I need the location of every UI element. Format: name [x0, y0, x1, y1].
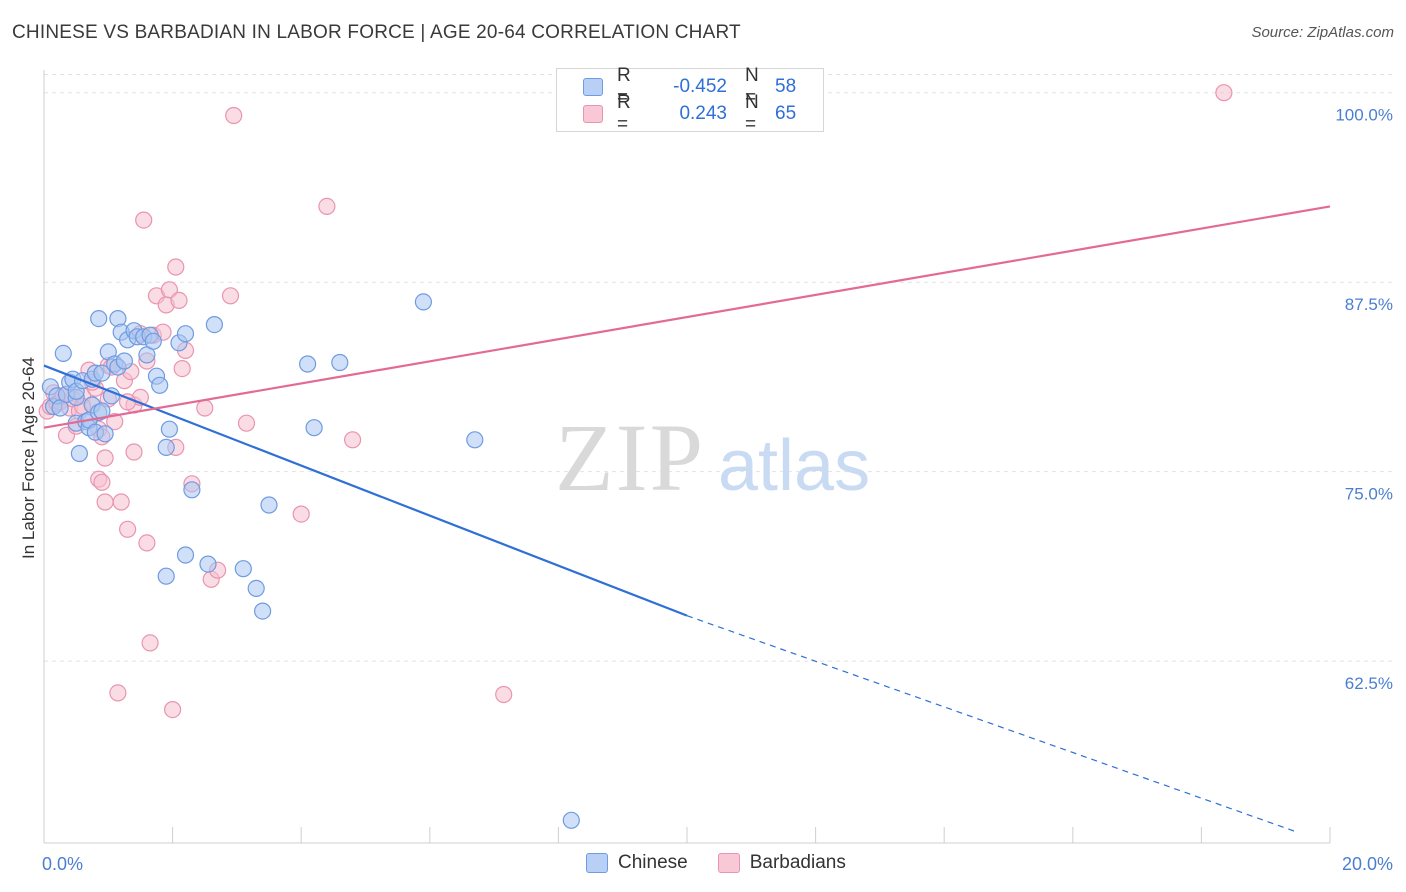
tick-labels: 62.5% 75.0% 87.5% 100.0% 0.0% 20.0%	[42, 106, 1393, 874]
chinese-point	[299, 355, 317, 373]
chinese-point	[144, 332, 162, 350]
series-legend: Chinese Barbadians	[586, 852, 876, 874]
barbadians-point	[125, 443, 143, 461]
trend-lines	[43, 205, 1331, 833]
chinese-point	[331, 353, 349, 372]
barbadians-point	[135, 211, 153, 229]
barbadians-point	[170, 291, 188, 309]
chinese-point	[157, 567, 175, 585]
barbadians-point	[495, 685, 513, 704]
chinese-trend-extension	[686, 615, 1299, 833]
chinese-point	[254, 602, 272, 620]
chinese-point	[234, 560, 252, 578]
chinese-point	[205, 316, 223, 334]
y-tick-label: 100.0%	[1335, 106, 1393, 125]
watermark: ZIP atlas	[555, 404, 870, 511]
chinese-point	[93, 402, 111, 420]
barbadians-point	[93, 473, 111, 491]
n-label: N =	[745, 92, 759, 135]
chinese-legend-icon	[586, 853, 608, 873]
r-value-barbadians: 0.243	[679, 103, 727, 124]
barbadians-points	[38, 84, 1233, 719]
watermark-zip: ZIP	[555, 404, 705, 511]
barbadians-point	[141, 634, 159, 652]
y-tick-label: 87.5%	[1345, 295, 1393, 314]
chart-title: CHINESE VS BARBADIAN IN LABOR FORCE | AG…	[12, 22, 741, 43]
barbadians-point	[292, 505, 310, 523]
barbadians-point	[164, 700, 182, 719]
chinese-point	[54, 344, 72, 362]
legend-item-chinese[interactable]: Chinese	[586, 852, 688, 874]
n-value-barbadians: 65	[775, 103, 797, 124]
chinese-point	[247, 579, 265, 598]
barbadians-point	[106, 413, 124, 431]
barbadians-legend-icon	[717, 853, 740, 873]
chinese-point	[305, 419, 323, 437]
barbadians-point	[138, 534, 156, 552]
legend-label-barbadians: Barbadians	[749, 852, 846, 873]
watermark-atlas: atlas	[718, 426, 870, 506]
chinese-point	[176, 546, 195, 564]
r-label: R =	[617, 65, 631, 108]
chinese-point	[151, 376, 169, 394]
legend-label-chinese: Chinese	[618, 852, 688, 873]
barbadians-trend-line	[43, 205, 1331, 429]
chinese-point	[176, 325, 195, 343]
source-label: Source: ZipAtlas.com	[1251, 24, 1394, 41]
barbadians-point	[96, 493, 114, 511]
barbadians-point	[112, 493, 130, 511]
barbadians-point	[196, 399, 214, 417]
barbadians-point	[118, 520, 137, 538]
barbadians-point	[221, 287, 240, 305]
axes	[43, 70, 1331, 844]
barbadians-point	[167, 258, 185, 276]
x-tick-label: 20.0%	[1342, 854, 1393, 874]
correlation-legend: R = -0.452 N = 58 R = 0.243 N = 65	[556, 65, 824, 135]
chinese-point	[160, 420, 178, 438]
barbadians-point	[160, 281, 178, 299]
barbadians-point	[318, 197, 336, 215]
chinese-point	[562, 811, 580, 829]
y-tick-label: 62.5%	[1345, 674, 1393, 693]
y-tick-label: 75.0%	[1345, 485, 1393, 504]
chinese-trend-line	[43, 364, 688, 617]
chinese-swatch-icon	[583, 78, 603, 96]
chinese-point	[466, 431, 484, 449]
legend-item-barbadians[interactable]: Barbadians	[717, 852, 846, 874]
legend-row-chinese: R = -0.452 N = 58	[583, 65, 797, 108]
chinese-point	[93, 364, 111, 382]
r-value-chinese: -0.452	[673, 76, 727, 97]
x-tick-label: 0.0%	[42, 854, 83, 874]
chinese-point	[115, 352, 134, 370]
barbadians-point	[173, 360, 191, 378]
legend-row-barbadians: R = 0.243 N = 65	[583, 92, 797, 135]
chinese-point	[414, 293, 432, 311]
r-label: R =	[617, 92, 631, 135]
chinese-point	[183, 481, 201, 499]
chinese-point	[157, 438, 175, 456]
y-axis-label: In Labor Force | Age 20-64	[19, 357, 38, 559]
n-value-chinese: 58	[775, 76, 797, 97]
chinese-point	[90, 310, 108, 328]
n-label: N =	[745, 65, 759, 108]
chinese-point	[70, 444, 89, 463]
chinese-point	[260, 496, 278, 514]
barbadians-point	[344, 431, 362, 449]
barbadians-point	[225, 106, 243, 125]
chinese-points	[41, 293, 580, 829]
barbadians-swatch-icon	[583, 105, 603, 123]
chinese-point	[199, 555, 217, 573]
barbadians-point	[237, 414, 256, 432]
barbadians-point	[96, 449, 114, 467]
barbadians-point	[109, 684, 127, 702]
barbadians-point	[1215, 84, 1233, 102]
chinese-point	[96, 425, 114, 443]
